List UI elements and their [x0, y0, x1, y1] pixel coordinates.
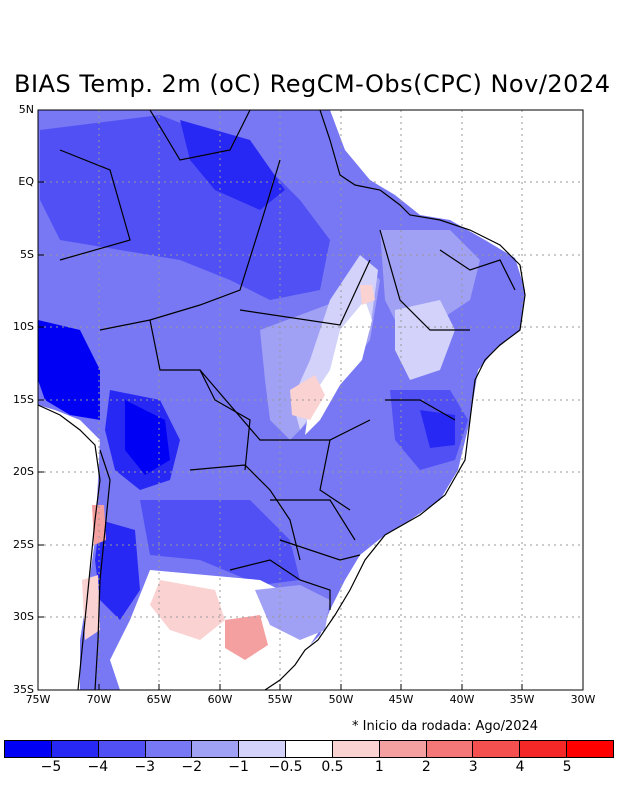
west-coast — [38, 404, 101, 690]
state-border-5 — [385, 399, 456, 421]
colorbar-label: 4 — [515, 759, 525, 775]
bolivia-border — [149, 319, 251, 471]
lon-label-50w: 50W — [328, 693, 354, 706]
state-border-1 — [239, 259, 371, 326]
political-borders — [38, 110, 526, 690]
lon-label-60w: 60W — [207, 693, 233, 706]
lat-label-20s: 20S — [13, 465, 34, 478]
colorbar-label: 0.5 — [321, 759, 344, 775]
lat-label-5n: 5N — [18, 103, 34, 116]
lat-label-15s: 15S — [13, 393, 34, 406]
colorbar-swatch — [567, 741, 613, 757]
light-blue-uruguay — [255, 585, 330, 640]
colorbar-label: −4 — [87, 759, 109, 775]
colorbar-label: −2 — [181, 759, 202, 775]
colorbar-swatch — [426, 741, 474, 757]
colorbar-swatch — [379, 741, 427, 757]
state-border-4 — [379, 229, 470, 331]
cold-bias-north — [180, 120, 285, 210]
colorbar-label: −1 — [228, 759, 249, 775]
lat-label-25s: 25S — [13, 538, 34, 551]
colorbar-swatch — [5, 741, 52, 757]
paraguay-border — [189, 464, 301, 561]
map-title: BIAS Temp. 2m (oC) RegCM-Obs(CPC) Nov/20… — [14, 70, 611, 98]
colorbar-swatch — [192, 741, 240, 757]
state-border-7 — [279, 539, 361, 561]
state-border-10 — [439, 249, 516, 291]
lon-label-40w: 40W — [449, 693, 475, 706]
cold-bias-se — [420, 410, 455, 448]
axis-ticks — [38, 109, 523, 690]
colorbar-swatch — [332, 741, 380, 757]
warm-bias-andes-south — [82, 575, 100, 640]
colorbar-swatch — [239, 741, 287, 757]
lat-label-35s: 35S — [13, 683, 34, 696]
lon-label-55w: 55W — [267, 693, 293, 706]
lat-label-10s: 10S — [13, 320, 34, 333]
cold-bias-west — [38, 320, 100, 420]
colorbar-swatch — [286, 741, 333, 757]
lat-label-30s: 30S — [13, 610, 34, 623]
near-zero-northeast — [395, 300, 455, 380]
colorbar-label: −5 — [40, 759, 62, 775]
near-zero-band — [305, 300, 372, 435]
warm-bias-central — [290, 375, 325, 420]
state-border-9 — [59, 149, 131, 261]
colorbar-swatch — [520, 741, 568, 757]
colorbar-label: −0.5 — [268, 759, 303, 775]
colorbar-swatch — [145, 741, 193, 757]
lon-label-30w: 30W — [570, 693, 596, 706]
colorbar-swatch — [98, 741, 146, 757]
lon-label-70w: 70W — [86, 693, 112, 706]
lon-label-75w: 75W — [25, 693, 51, 706]
colorbar-label: 2 — [421, 759, 431, 775]
run-start-note: * Inicio da rodada: Ago/2024 — [352, 719, 539, 734]
colorbar-swatch — [51, 741, 99, 757]
brazil-west-border — [99, 159, 281, 331]
colorbar-label: 5 — [562, 759, 572, 775]
state-border-3 — [319, 439, 351, 511]
state-border-6 — [270, 499, 356, 541]
colorbar-swatch — [473, 741, 521, 757]
lat-label-5s: 5S — [20, 248, 34, 261]
lon-label-65w: 65W — [146, 693, 172, 706]
argentina-border — [229, 559, 331, 610]
cold-bias-paraguay — [125, 400, 170, 475]
coastline — [264, 110, 526, 690]
lat-label-eq: EQ — [18, 175, 34, 188]
colorbar-label: 1 — [374, 759, 384, 775]
lon-label-35w: 35W — [509, 693, 535, 706]
colorbar-label: 3 — [468, 759, 478, 775]
warm-bias-argentina — [150, 580, 225, 640]
warm-bias-north-tocantins — [360, 285, 375, 305]
lon-label-45w: 45W — [388, 693, 414, 706]
state-border-8 — [149, 110, 251, 161]
warm-bias-pampas — [225, 615, 268, 660]
colorbar-label: −3 — [134, 759, 156, 775]
state-border-2 — [199, 369, 371, 441]
colorbar — [4, 740, 614, 758]
andes-border — [94, 449, 111, 690]
